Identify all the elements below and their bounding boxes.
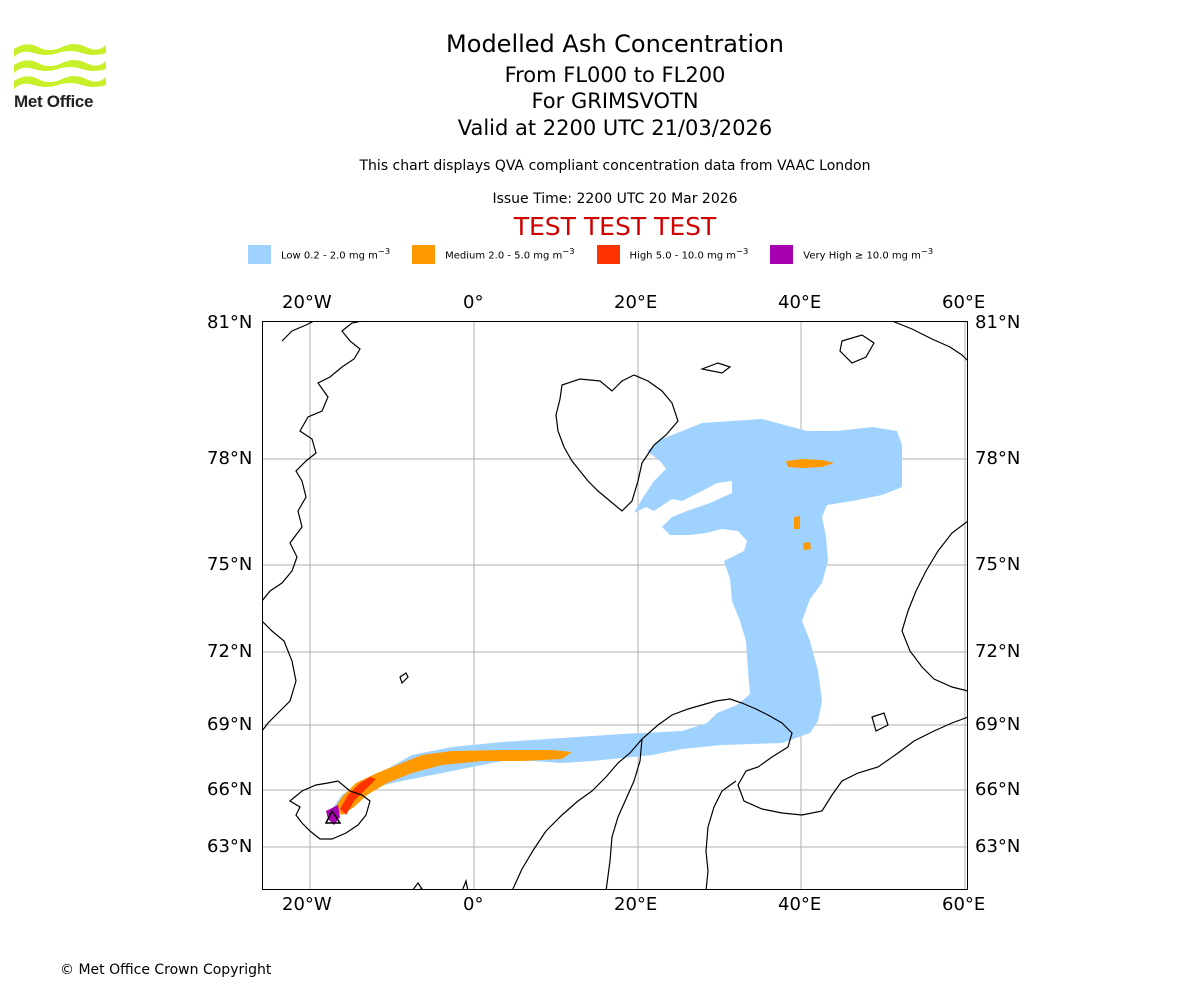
met-office-logo: [14, 44, 106, 89]
lat-label-left-63: 63°N: [207, 836, 253, 857]
lon-label-bottom-60e: 60°E: [942, 894, 986, 915]
lon-label-bottom-20w: 20°W: [282, 894, 332, 915]
concentration-legend: Low 0.2 - 2.0 mg m−3 Medium 2.0 - 5.0 mg…: [248, 243, 955, 265]
lon-label-top-20w: 20°W: [282, 292, 332, 313]
chart-title: Modelled Ash Concentration: [446, 30, 784, 58]
ash-region-very-high: [326, 805, 340, 825]
lat-label-left-72: 72°N: [207, 641, 253, 662]
lat-label-left-75: 75°N: [207, 554, 253, 575]
ash-region-low: [332, 419, 902, 813]
legend-label-medium: Medium 2.0 - 5.0 mg m−3: [445, 246, 575, 262]
ash-region-medium-east-1: [786, 459, 834, 468]
chart-description: This chart displays QVA compliant concen…: [359, 158, 871, 174]
legend-item-high: High 5.0 - 10.0 mg m−3: [596, 244, 749, 264]
lon-label-bottom-0: 0°: [463, 894, 484, 915]
flight-level-range: From FL000 to FL200: [504, 63, 726, 87]
lat-label-left-78: 78°N: [207, 448, 253, 469]
lon-label-top-0: 0°: [463, 292, 484, 313]
legend-swatch-high: [596, 244, 620, 264]
legend-swatch-medium: [412, 244, 436, 264]
gridlines: [262, 321, 968, 890]
legend-label-low: Low 0.2 - 2.0 mg m−3: [281, 246, 391, 262]
svalbard-coast: [555, 374, 679, 512]
lat-label-left-81: 81°N: [207, 312, 253, 333]
scandinavia-coast: [511, 698, 968, 890]
lat-label-left-66: 66°N: [207, 779, 253, 800]
lat-label-right-72: 72°N: [975, 641, 1021, 662]
coastlines: [262, 321, 968, 890]
map-frame: [262, 321, 968, 890]
issue-time: Issue Time: 2200 UTC 20 Mar 2026: [492, 191, 738, 207]
legend-item-medium: Medium 2.0 - 5.0 mg m−3: [412, 244, 575, 264]
valid-time: Valid at 2200 UTC 21/03/2026: [457, 116, 773, 140]
lat-label-right-81: 81°N: [975, 312, 1021, 333]
lat-label-left-69: 69°N: [207, 714, 253, 735]
lon-label-bottom-20e: 20°E: [614, 894, 658, 915]
copyright: © Met Office Crown Copyright: [60, 962, 272, 978]
test-banner: TEST TEST TEST: [513, 212, 717, 241]
legend-swatch-low: [248, 244, 271, 264]
lon-label-top-40e: 40°E: [778, 292, 822, 313]
legend-item-very-high: Very High ≥ 10.0 mg m−3: [770, 244, 934, 264]
lon-label-top-60e: 60°E: [942, 292, 986, 313]
ash-region-medium-plume: [334, 750, 572, 815]
met-office-logo-text: Met Office: [14, 92, 94, 111]
legend-swatch-very-high: [770, 244, 794, 264]
lat-label-right-75: 75°N: [975, 554, 1021, 575]
lat-label-right-69: 69°N: [975, 714, 1021, 735]
ash-region-medium-east-2: [794, 516, 800, 529]
ash-region-high: [340, 777, 376, 815]
lon-label-top-20e: 20°E: [614, 292, 658, 313]
legend-label-very-high: Very High ≥ 10.0 mg m−3: [803, 246, 934, 262]
lon-label-bottom-40e: 40°E: [778, 894, 822, 915]
volcano-name: For GRIMSVOTN: [531, 89, 699, 113]
ash-map: [262, 321, 968, 890]
iceland-coast: [288, 780, 371, 840]
legend-item-low: Low 0.2 - 2.0 mg m−3: [248, 244, 391, 264]
legend-label-high: High 5.0 - 10.0 mg m−3: [629, 246, 749, 262]
lat-label-right-63: 63°N: [975, 836, 1021, 857]
map-background: [262, 321, 968, 890]
volcano-triangle-icon: [324, 809, 342, 824]
lat-label-right-78: 78°N: [975, 448, 1021, 469]
lat-label-right-66: 66°N: [975, 779, 1021, 800]
ash-region-medium-east-3: [803, 542, 811, 550]
